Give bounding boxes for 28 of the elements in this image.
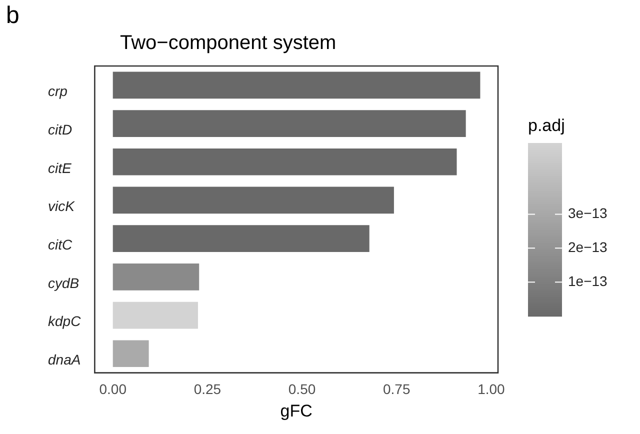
bar bbox=[112, 72, 480, 99]
x-tick-label: 1.00 bbox=[478, 381, 506, 398]
color-bar-label: 1e−13 bbox=[568, 272, 608, 289]
x-tick-label: 0.25 bbox=[194, 381, 222, 398]
y-tick-label: cydB bbox=[48, 274, 80, 291]
y-tick-label: citD bbox=[48, 121, 72, 138]
x-tick-label: 0.50 bbox=[288, 381, 316, 398]
bar bbox=[112, 302, 198, 329]
x-tick-label: 0.75 bbox=[382, 381, 410, 398]
bar bbox=[112, 340, 149, 368]
y-tick-label: vicK bbox=[48, 198, 76, 214]
y-tick-label: crp bbox=[48, 83, 68, 100]
y-tick-label: citE bbox=[48, 160, 72, 176]
bar bbox=[112, 110, 466, 137]
color-bar-title: p.adj bbox=[528, 116, 565, 135]
bar bbox=[112, 148, 457, 176]
x-tick-label: 0.00 bbox=[99, 381, 127, 398]
color-bar-label: 2e−13 bbox=[568, 239, 608, 256]
y-tick-label: citC bbox=[48, 236, 73, 252]
bar bbox=[112, 225, 370, 252]
chart-title: Two−component system bbox=[120, 32, 336, 55]
bar bbox=[112, 264, 200, 290]
y-tick-label: kdpC bbox=[48, 313, 82, 330]
x-axis-title: gFC bbox=[280, 401, 312, 420]
y-tick-label: dnaA bbox=[48, 352, 81, 368]
color-bar-label: 3e−13 bbox=[568, 205, 608, 222]
bar bbox=[112, 186, 394, 214]
text: b bbox=[6, 2, 20, 30]
